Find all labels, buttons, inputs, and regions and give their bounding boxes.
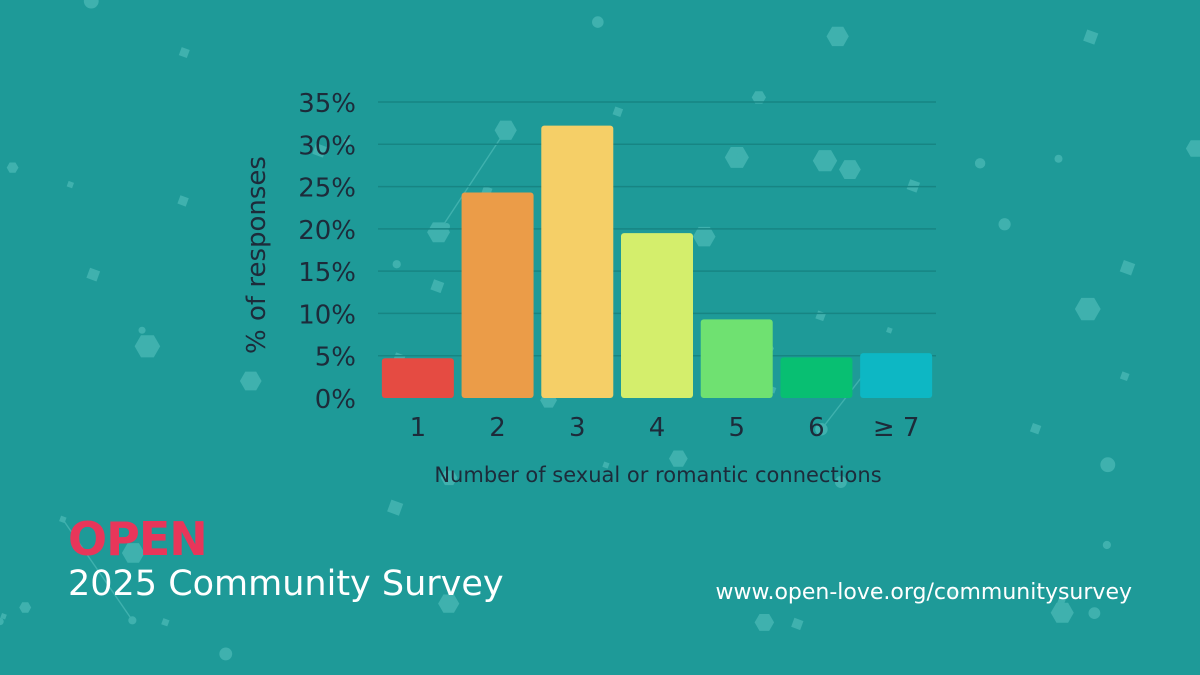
constellation-star: [1119, 260, 1136, 276]
constellation-star: [219, 647, 233, 661]
constellation-star: [669, 450, 688, 467]
survey-title: 2025 Community Survey: [68, 564, 504, 604]
constellation-star: [387, 499, 404, 516]
constellation-line: [62, 518, 133, 621]
y-tick-label: 25%: [298, 174, 356, 204]
constellation-star: [1083, 29, 1099, 45]
constellation-star: [161, 618, 170, 627]
y-tick-label: 35%: [298, 89, 356, 119]
constellation-star: [6, 162, 19, 173]
constellation-star: [0, 612, 7, 620]
x-tick-labels: 1 2 3 4 5 6 ≥ 7: [410, 413, 920, 443]
x-tick-label: 5: [728, 413, 745, 443]
constellation-line: [437, 129, 507, 233]
constellation-star: [312, 143, 327, 158]
y-tick-label: 30%: [298, 131, 356, 161]
x-axis-label: Number of sexual or romantic connections: [434, 463, 881, 487]
constellation-star: [754, 614, 775, 631]
x-tick-label: ≥ 7: [873, 413, 920, 443]
bar-5: [700, 319, 773, 398]
constellation-star: [751, 91, 766, 104]
x-tick-label: 4: [649, 413, 666, 443]
constellation-star: [812, 150, 838, 172]
bar-6: [780, 357, 853, 398]
constellation-star: [138, 326, 146, 334]
bar-1: [381, 358, 454, 398]
constellation-star: [1054, 154, 1063, 163]
constellation-star: [134, 335, 161, 358]
constellation-star: [59, 515, 67, 524]
constellation-star: [430, 279, 445, 294]
constellation-star: [343, 138, 351, 146]
bar-3: [541, 125, 614, 399]
constellation-star: [178, 47, 190, 59]
y-tick-label: 0%: [315, 385, 356, 415]
constellation-star: [839, 160, 861, 179]
y-tick-labels: 0% 5% 10% 15% 20% 25% 30% 35%: [298, 89, 356, 415]
constellation-star: [392, 260, 401, 269]
constellation-star: [791, 617, 804, 631]
constellation-star: [86, 267, 101, 282]
constellation-star: [1088, 607, 1101, 620]
constellation-star: [1185, 140, 1200, 157]
constellation-star: [121, 543, 145, 563]
constellation-star: [83, 0, 99, 9]
constellation-star: [998, 218, 1011, 231]
constellation-star: [177, 195, 189, 207]
constellation-star: [1119, 371, 1130, 382]
constellation-star: [826, 26, 849, 47]
constellation-star: [612, 106, 624, 118]
constellation-star: [872, 589, 879, 596]
constellation-star: [128, 616, 137, 625]
constellation-star: [0, 617, 4, 626]
constellation-star: [1074, 297, 1101, 321]
constellation-star: [239, 371, 262, 391]
x-tick-label: 6: [808, 413, 825, 443]
constellation-star: [947, 587, 960, 598]
constellation-star: [692, 226, 716, 247]
x-tick-label: 1: [410, 413, 427, 443]
constellation-star: [736, 152, 744, 160]
constellation-star: [834, 476, 847, 488]
constellation-star: [815, 423, 828, 436]
y-axis-label: % of responses: [242, 156, 272, 354]
survey-url-link[interactable]: www.open-love.org/communitysurvey: [715, 580, 1133, 605]
constellation-star: [974, 158, 986, 169]
y-tick-label: 15%: [298, 258, 356, 288]
y-tick-label: 10%: [298, 300, 356, 330]
y-tick-label: 5%: [315, 343, 356, 373]
constellation-star: [440, 470, 458, 486]
constellation-star: [1102, 540, 1111, 550]
constellation-star: [494, 120, 517, 140]
constellation-star: [438, 594, 460, 613]
constellation-star: [602, 461, 610, 469]
constellation-star: [427, 222, 450, 243]
constellation-star: [19, 602, 32, 613]
constellation-star: [1029, 423, 1042, 435]
x-tick-label: 3: [569, 413, 586, 443]
bar-7: [860, 353, 933, 398]
constellation-star: [66, 180, 75, 189]
x-tick-label: 2: [489, 413, 506, 443]
constellation-star: [592, 16, 604, 28]
bars: [381, 125, 933, 399]
y-tick-label: 20%: [298, 216, 356, 246]
bar-2: [461, 192, 534, 398]
constellation-star: [1100, 457, 1116, 473]
open-logo: OPEN: [68, 512, 208, 566]
constellation-star: [886, 327, 893, 334]
bar-4: [621, 233, 693, 398]
constellation-star: [1050, 602, 1074, 623]
